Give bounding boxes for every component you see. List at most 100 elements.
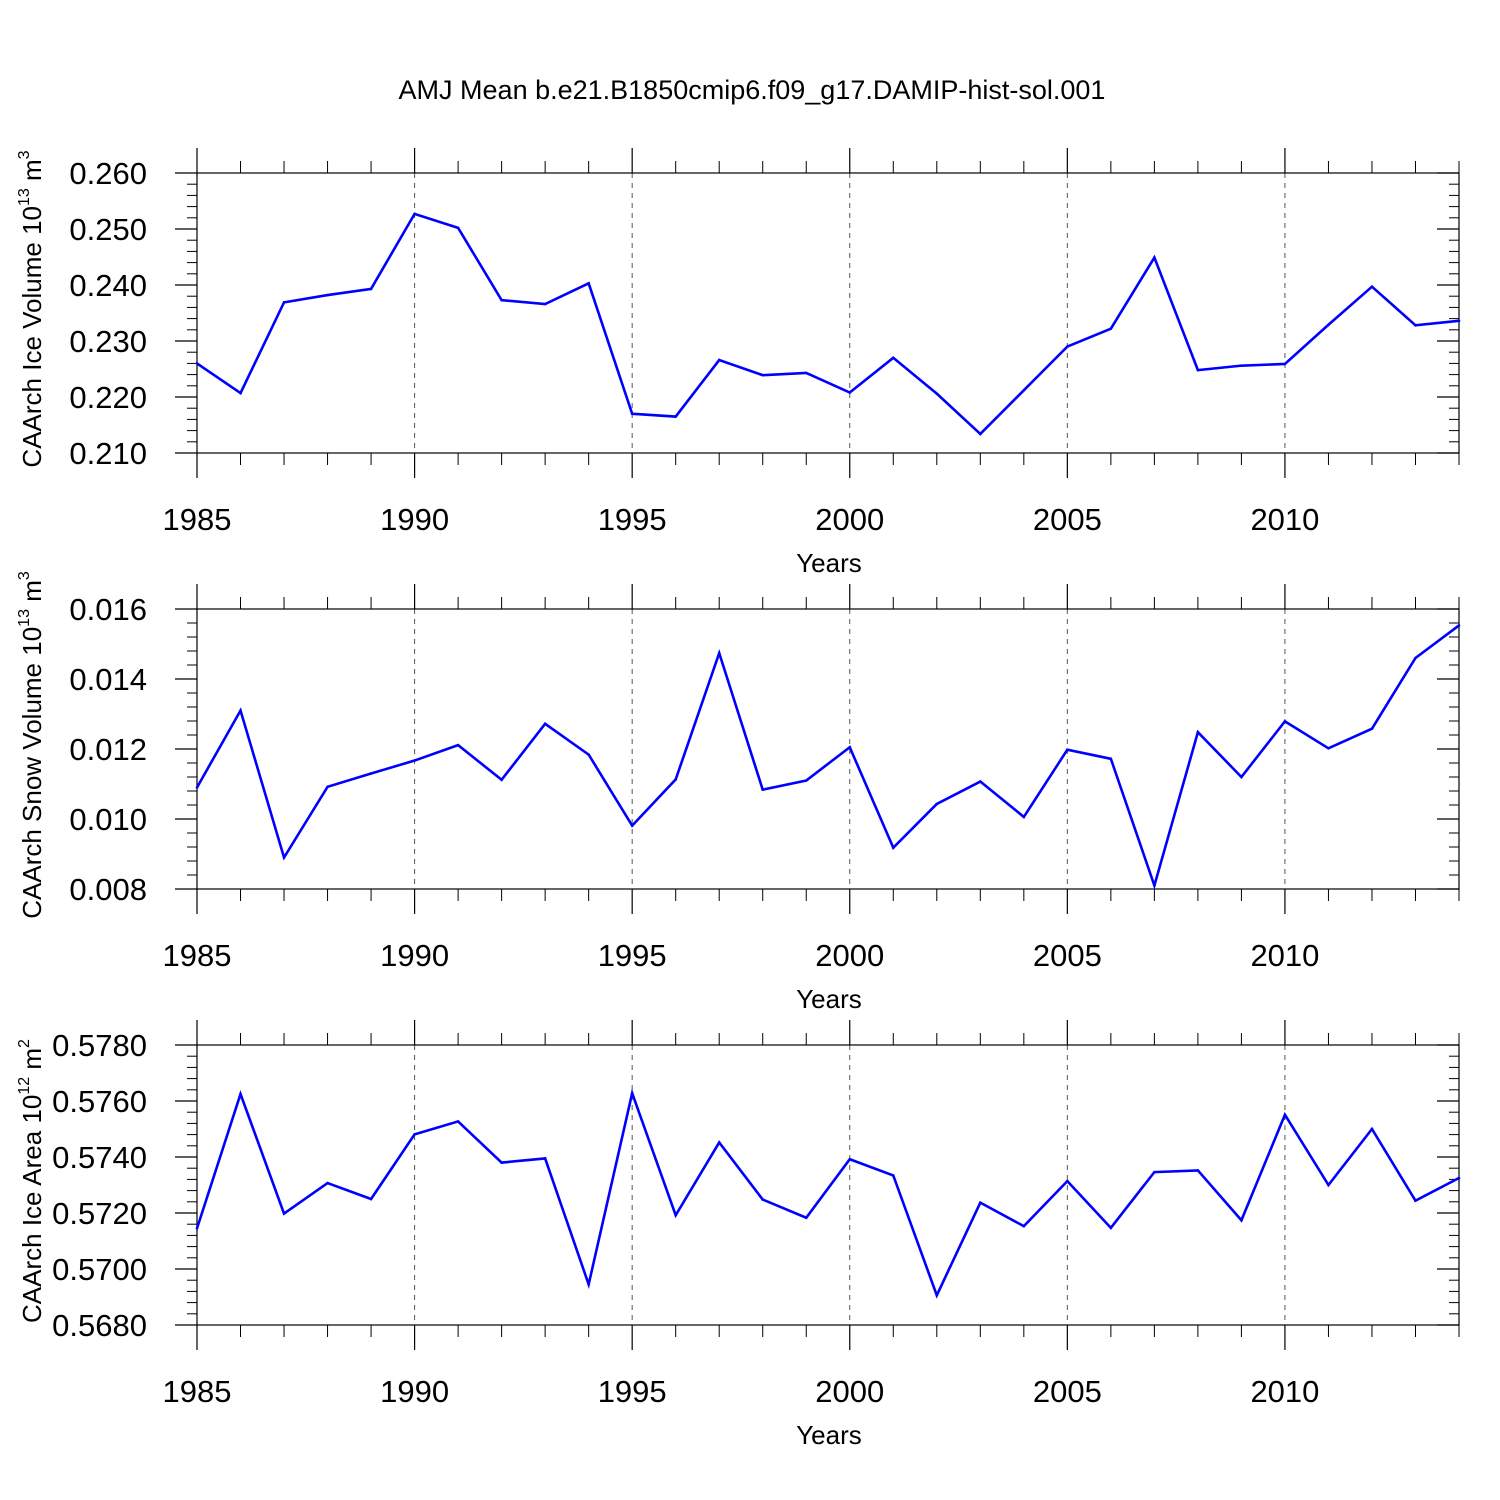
chart-panel-1: 0.210 0.220 0.230 0.240 0.250 0.260 1985 1990 19… bbox=[16, 148, 1461, 578]
data-point bbox=[456, 226, 460, 230]
data-point bbox=[761, 1198, 765, 1201]
y-tick-label: 0.016 bbox=[69, 592, 147, 627]
x-axis-title: Years bbox=[796, 1420, 862, 1450]
data-point bbox=[804, 1216, 808, 1220]
data-point bbox=[413, 212, 416, 216]
data-point bbox=[1457, 319, 1461, 323]
data-point bbox=[891, 1174, 895, 1177]
data-point bbox=[1066, 748, 1069, 751]
data-point bbox=[1370, 285, 1374, 288]
x-tick-label: 1995 bbox=[598, 938, 667, 973]
data-point bbox=[1240, 1218, 1243, 1222]
data-point bbox=[630, 412, 634, 416]
data-point bbox=[456, 743, 460, 747]
data-point bbox=[500, 1161, 503, 1164]
x-tick-label: 2005 bbox=[1033, 938, 1102, 973]
data-point bbox=[1327, 747, 1330, 750]
data-point bbox=[500, 778, 503, 782]
data-point bbox=[282, 1212, 286, 1215]
data-point bbox=[543, 1157, 547, 1160]
data-point bbox=[326, 293, 329, 297]
data-point bbox=[1109, 757, 1113, 761]
y-tick-label: 0.220 bbox=[69, 380, 147, 415]
y-tick-label: 0.260 bbox=[69, 156, 147, 191]
y-axis-title: CAArch Snow Volume 1013 m3 bbox=[16, 571, 47, 919]
data-point bbox=[1370, 727, 1374, 730]
data-point bbox=[369, 287, 373, 291]
data-point bbox=[239, 391, 242, 395]
data-point bbox=[1022, 388, 1026, 392]
data-point bbox=[500, 298, 503, 302]
chart-title: AMJ Mean b.e21.B1850cmip6.f09_g17.DAMIP-… bbox=[399, 75, 1106, 105]
y-tick-label: 0.014 bbox=[69, 662, 147, 697]
data-point bbox=[935, 392, 939, 395]
data-point bbox=[1414, 1199, 1417, 1202]
data-point bbox=[282, 301, 286, 304]
data-point bbox=[1283, 720, 1287, 723]
plot-frame bbox=[196, 172, 1460, 454]
data-point bbox=[674, 778, 677, 781]
data-point bbox=[674, 1213, 677, 1217]
data-point bbox=[195, 786, 199, 789]
data-point bbox=[1283, 1113, 1287, 1117]
data-point bbox=[1283, 362, 1287, 366]
data-point bbox=[1240, 775, 1243, 779]
x-tick-label: 2000 bbox=[815, 1374, 884, 1409]
data-point bbox=[848, 391, 852, 394]
data-point bbox=[1196, 1169, 1200, 1172]
data-point bbox=[413, 759, 416, 762]
data-point bbox=[1022, 815, 1026, 819]
data-point bbox=[935, 1294, 939, 1297]
series-line bbox=[195, 624, 1460, 890]
data-point bbox=[848, 1157, 852, 1161]
data-point bbox=[587, 1283, 590, 1286]
data-point bbox=[1022, 1224, 1026, 1228]
data-point bbox=[239, 709, 242, 712]
x-tick-label: 2005 bbox=[1033, 1374, 1102, 1409]
data-point bbox=[761, 788, 765, 791]
data-point bbox=[804, 371, 808, 375]
y-axis-title: CAArch Ice Area 1012 m2 bbox=[16, 1039, 47, 1323]
data-point bbox=[674, 415, 677, 418]
data-point bbox=[587, 753, 590, 756]
y-tick-label: 0.250 bbox=[69, 212, 147, 247]
y-tick-label: 0.5780 bbox=[52, 1028, 147, 1063]
x-axis-title: Years bbox=[796, 548, 862, 578]
data-point bbox=[935, 802, 939, 806]
x-tick-label: 1985 bbox=[163, 502, 232, 537]
data-point bbox=[717, 1141, 721, 1144]
data-point bbox=[891, 356, 895, 360]
x-tick-label: 1995 bbox=[598, 1374, 667, 1409]
y-tick-label: 0.5740 bbox=[52, 1140, 147, 1175]
x-tick-label: 1990 bbox=[380, 502, 449, 537]
y-tick-label: 0.012 bbox=[69, 732, 147, 767]
data-point bbox=[630, 824, 634, 827]
plot-frame bbox=[196, 608, 1460, 890]
x-tick-label: 1985 bbox=[163, 1374, 232, 1409]
y-tick-label: 0.5680 bbox=[52, 1308, 147, 1343]
x-tick-label: 2000 bbox=[815, 502, 884, 537]
data-point bbox=[413, 1133, 416, 1136]
data-point bbox=[717, 651, 721, 655]
data-point bbox=[282, 856, 286, 859]
plot-frame bbox=[196, 1044, 1460, 1326]
data-point bbox=[1414, 656, 1417, 660]
data-point bbox=[630, 1091, 634, 1095]
x-tick-label: 2000 bbox=[815, 938, 884, 973]
data-point bbox=[1196, 368, 1200, 372]
y-tick-label: 0.010 bbox=[69, 802, 147, 837]
data-point bbox=[239, 1092, 242, 1096]
data-point bbox=[1240, 364, 1243, 367]
x-tick-label: 2005 bbox=[1033, 502, 1102, 537]
data-point bbox=[804, 779, 808, 782]
data-point bbox=[1153, 256, 1156, 259]
data-point bbox=[1066, 1179, 1069, 1183]
data-point bbox=[369, 1197, 373, 1201]
data-point bbox=[979, 780, 982, 783]
data-point bbox=[1327, 323, 1330, 327]
chart-panel-3: 0.5680 0.5700 0.5720 0.5740 0.5760 0.5780 1985… bbox=[16, 1020, 1461, 1450]
y-tick-label: 0.008 bbox=[69, 872, 147, 907]
data-point bbox=[587, 282, 590, 285]
series-line bbox=[196, 212, 1460, 436]
